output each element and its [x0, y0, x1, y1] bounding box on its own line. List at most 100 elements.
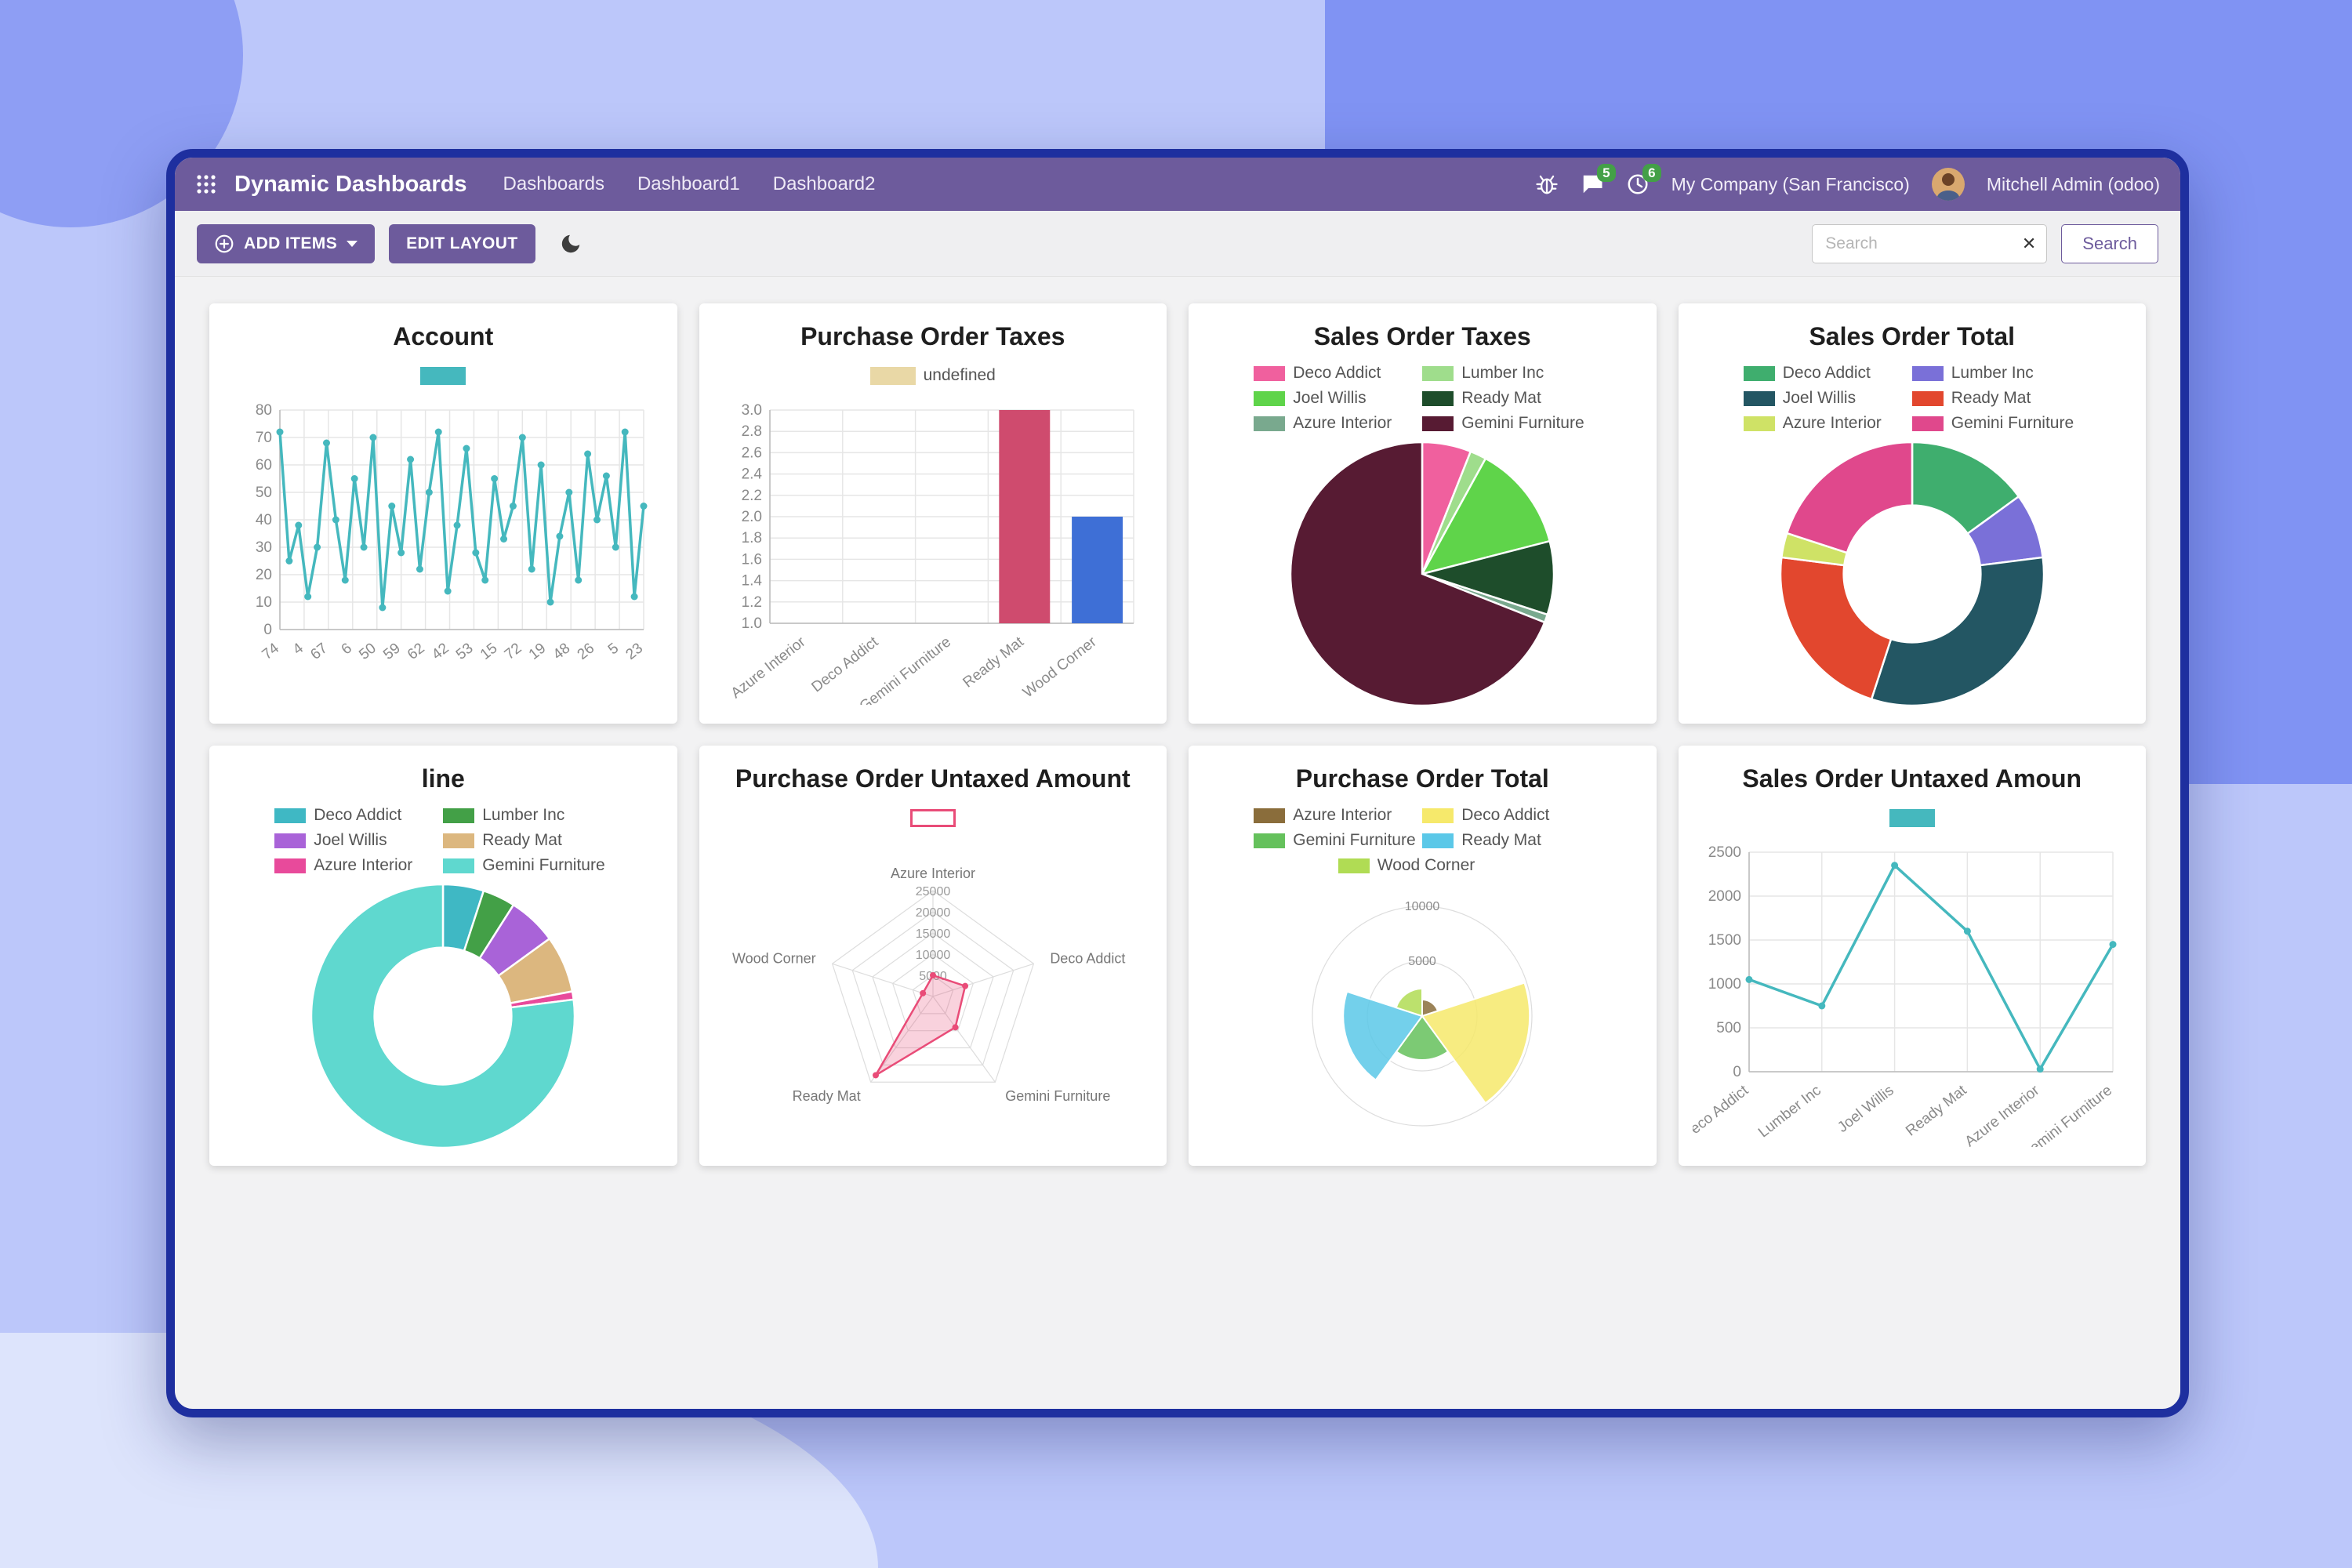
bug-icon[interactable]	[1535, 172, 1559, 196]
legend-swatch	[1254, 390, 1286, 406]
legend-item[interactable]: Gemini Furniture	[1911, 414, 2081, 433]
nav-dashboard2[interactable]: Dashboard2	[772, 173, 876, 194]
chart-legend: Deco Addict Lumber Inc Joel Willis Ready Ma…	[259, 803, 627, 878]
legend-swatch	[420, 366, 466, 385]
chart-title: Account	[393, 322, 494, 350]
legend-item[interactable]: Joel Willis	[274, 831, 443, 850]
legend-item[interactable]: Ready Mat	[1422, 389, 1591, 408]
legend-swatch	[1911, 365, 1944, 381]
legend-item[interactable]: Ready Mat	[1422, 831, 1591, 850]
legend-label: Joel Willis	[1782, 389, 1857, 407]
legend-label: Gemini Furniture	[1461, 414, 1584, 432]
legend-item[interactable]: Lumber Inc	[1911, 364, 2081, 383]
search-button[interactable]: Search	[2061, 223, 2158, 263]
legend-swatch	[443, 833, 475, 848]
legend-item[interactable]: Joel Willis	[1254, 389, 1422, 408]
legend-swatch	[274, 833, 307, 848]
nav-dashboard1[interactable]: Dashboard1	[637, 173, 740, 194]
user-menu[interactable]: Mitchell Admin (odoo)	[1986, 173, 2160, 194]
legend-item[interactable]: Gemini Furniture	[443, 856, 612, 875]
legend-item[interactable]: Gemini Furniture	[1254, 831, 1422, 850]
legend-label: Ready Mat	[1461, 389, 1541, 407]
chart-card-purchase-order-untaxed-amount: Purchase Order Untaxed Amount 5000100001…	[699, 746, 1167, 1166]
svg-text:23: 23	[623, 640, 647, 663]
legend-swatch	[1911, 416, 1944, 431]
legend-item[interactable]: Wood Corner	[1338, 856, 1507, 875]
chart-canvas[interactable]	[1693, 439, 2132, 708]
search-box: ✕	[1812, 223, 2048, 263]
chart-card-purchase-order-total: Purchase Order Total Azure Interior Deco …	[1189, 746, 1657, 1166]
svg-text:26: 26	[575, 640, 598, 663]
legend-item[interactable]: Azure Interior	[274, 856, 443, 875]
legend-item[interactable]: Deco Addict	[274, 806, 443, 825]
legend-label: Joel Willis	[1293, 389, 1367, 407]
chart-canvas[interactable]: 1.0 1.2 1.4 1.6 1.8 2.0 2.2 2.4 2.6 2.8 3.0 Azure I…	[713, 394, 1153, 708]
svg-text:Ready Mat: Ready Mat	[1903, 1081, 1970, 1139]
legend-item[interactable]: Ready Mat	[443, 831, 612, 850]
legend-item[interactable]: Deco Addict	[1422, 806, 1591, 825]
svg-text:2500: 2500	[1708, 844, 1740, 861]
clear-search-x-icon[interactable]: ✕	[2021, 233, 2037, 253]
company-switcher[interactable]: My Company (San Francisco)	[1671, 173, 1910, 194]
svg-text:0: 0	[264, 622, 273, 638]
edit-layout-label: EDIT LAYOUT	[406, 234, 518, 252]
svg-text:2.6: 2.6	[741, 445, 761, 461]
legend-label: Ready Mat	[1461, 831, 1541, 849]
svg-text:53: 53	[453, 640, 477, 663]
activities-clock-icon[interactable]: 6	[1626, 164, 1661, 196]
legend-item[interactable]	[420, 366, 466, 385]
legend-item[interactable]	[909, 808, 956, 827]
legend-label: Gemini Furniture	[482, 856, 605, 874]
legend-swatch	[1254, 365, 1286, 381]
svg-text:1.0: 1.0	[741, 615, 761, 632]
avatar[interactable]	[1931, 168, 1965, 201]
legend-swatch	[1422, 365, 1454, 381]
activities-badge: 6	[1642, 164, 1661, 182]
chart-canvas[interactable]: 5000 10000	[1203, 881, 1642, 1150]
svg-text:25000: 25000	[916, 885, 951, 898]
cards-grid: Account 0 10 20 30 40 50 60 70 80 74 4 67 6 50 59 62 42 5…	[209, 303, 2146, 1166]
edit-layout-button[interactable]: EDIT LAYOUT	[389, 223, 535, 263]
legend-item[interactable]: Azure Interior	[1254, 414, 1422, 433]
legend-label: Deco Addict	[314, 806, 402, 824]
legend-item[interactable]: Ready Mat	[1911, 389, 2081, 408]
chart-canvas[interactable]: 0 10 20 30 40 50 60 70 80 74 4 67 6 50 59 62 42 53 15 72 19 4…	[223, 394, 663, 708]
legend-item[interactable]: Lumber Inc	[1422, 364, 1591, 383]
legend-item[interactable]: Azure Interior	[1254, 806, 1422, 825]
legend-item[interactable]: Deco Addict	[1743, 364, 1912, 383]
apps-grid-icon[interactable]	[195, 173, 217, 195]
legend-item[interactable]: Joel Willis	[1743, 389, 1912, 408]
legend-swatch	[1422, 808, 1454, 823]
svg-text:0: 0	[1733, 1064, 1741, 1080]
top-navbar: Dynamic Dashboards Dashboards Dashboard1…	[175, 158, 2180, 211]
chart-canvas[interactable]	[1203, 439, 1642, 708]
legend-swatch	[869, 366, 916, 385]
chart-legend: Azure Interior Deco Addict Gemini Furnitur…	[1238, 803, 1606, 878]
legend-item[interactable]	[1889, 808, 1935, 827]
chart-title: Sales Order Untaxed Amoun	[1742, 764, 2082, 793]
svg-text:3.0: 3.0	[741, 402, 761, 419]
legend-label: Deco Addict	[1293, 364, 1381, 382]
dark-mode-moon-icon[interactable]	[559, 232, 583, 256]
svg-text:5000: 5000	[1408, 955, 1436, 968]
chart-canvas[interactable]: 0 500 1000 1500 2000 2500 Deco Addict Lumber In…	[1693, 836, 2132, 1150]
nav-dashboards[interactable]: Dashboards	[503, 173, 604, 194]
legend-item[interactable]: Deco Addict	[1254, 364, 1422, 383]
chart-canvas[interactable]	[223, 881, 663, 1150]
legend-swatch	[274, 858, 307, 873]
legend-label: Azure Interior	[1293, 414, 1392, 432]
add-items-button[interactable]: ADD ITEMS	[197, 223, 376, 263]
legend-item[interactable]: Azure Interior	[1743, 414, 1912, 433]
legend-swatch	[909, 808, 956, 827]
chart-canvas[interactable]: 500010000150002000025000Azure InteriorDe…	[713, 836, 1153, 1150]
messages-chat-icon[interactable]: 5	[1581, 164, 1616, 196]
pie-chart-svg	[1290, 441, 1555, 706]
search-input[interactable]	[1812, 223, 2048, 263]
svg-text:1000: 1000	[1708, 976, 1740, 993]
legend-item[interactable]: Gemini Furniture	[1422, 414, 1591, 433]
legend-item[interactable]: undefined	[869, 366, 996, 385]
svg-text:Lumber Inc: Lumber Inc	[1755, 1082, 1824, 1141]
legend-item[interactable]: Lumber Inc	[443, 806, 612, 825]
chart-title: Purchase Order Taxes	[800, 322, 1065, 350]
